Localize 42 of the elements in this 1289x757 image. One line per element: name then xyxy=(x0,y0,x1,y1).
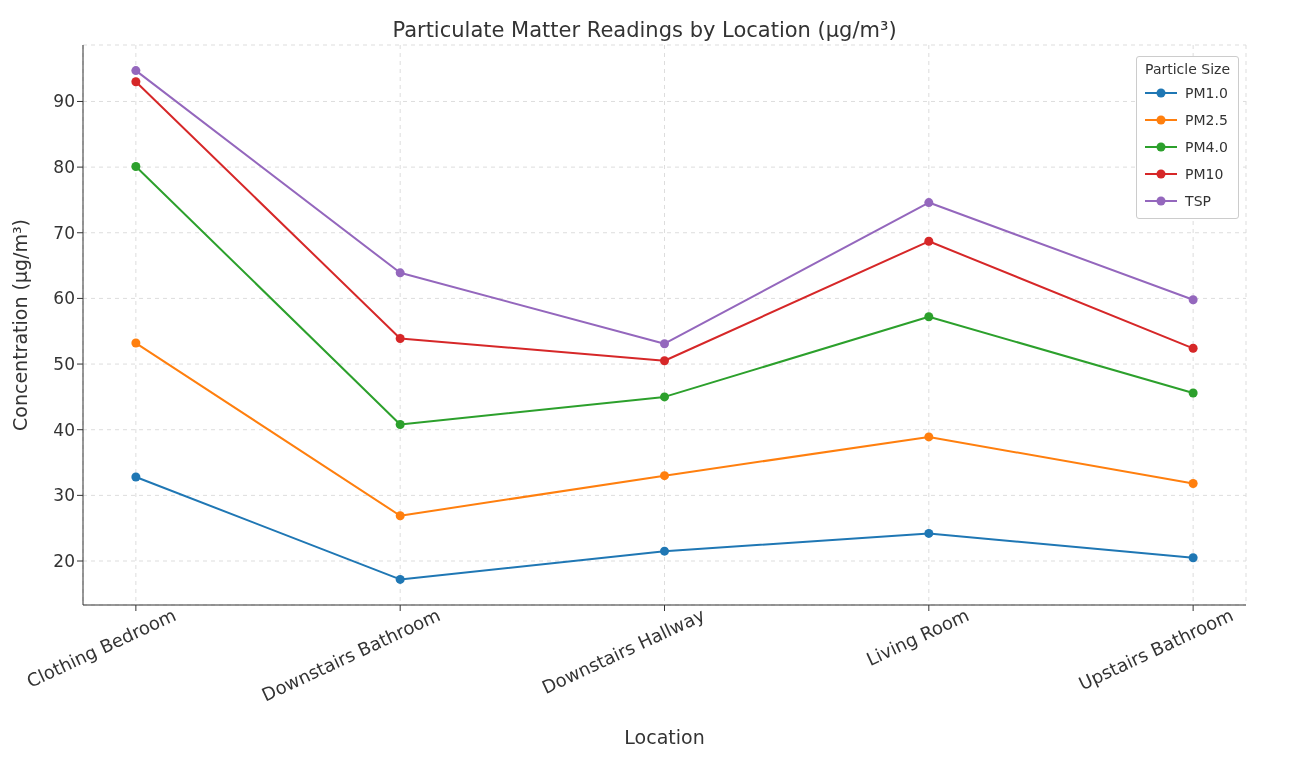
point xyxy=(1188,295,1198,305)
y-tick-label: 20 xyxy=(53,551,75,572)
point xyxy=(1188,343,1198,353)
legend-label: PM2.5 xyxy=(1185,111,1228,128)
y-axis-title: Concentration (µg/m³) xyxy=(8,219,31,431)
point xyxy=(1188,388,1198,398)
legend-label: PM10 xyxy=(1185,165,1224,182)
y-tick-label: 70 xyxy=(53,222,75,243)
point xyxy=(660,546,669,556)
point xyxy=(395,511,405,521)
point xyxy=(1188,553,1198,563)
y-tick-label: 90 xyxy=(53,91,75,112)
chart-title: Particulate Matter Readings by Location (µg/m³) xyxy=(391,18,898,42)
point xyxy=(395,419,405,429)
point xyxy=(131,66,141,76)
point xyxy=(924,236,934,246)
point xyxy=(660,471,669,481)
y-tick-label: 40 xyxy=(53,419,75,440)
point xyxy=(660,339,669,349)
legend-title: Particle Size xyxy=(1145,61,1230,77)
point xyxy=(395,268,405,278)
point xyxy=(924,312,934,322)
y-tick-label: 80 xyxy=(53,157,75,178)
point xyxy=(924,198,934,208)
point xyxy=(660,392,669,402)
point xyxy=(131,161,141,171)
point xyxy=(395,333,405,343)
point xyxy=(924,528,934,538)
legend-label: PM1.0 xyxy=(1185,84,1228,101)
x-axis-title: Location xyxy=(624,726,705,748)
legend-label: PM4.0 xyxy=(1185,138,1228,155)
point xyxy=(1188,479,1198,489)
point xyxy=(395,574,405,584)
point xyxy=(131,77,141,87)
legend-label: TSP xyxy=(1185,192,1211,209)
y-tick-label: 50 xyxy=(53,354,75,375)
point xyxy=(131,472,141,482)
point xyxy=(660,356,669,366)
y-tick-label: 30 xyxy=(53,485,75,506)
y-tick-label: 60 xyxy=(53,288,75,309)
point xyxy=(131,338,141,348)
point xyxy=(924,432,934,442)
